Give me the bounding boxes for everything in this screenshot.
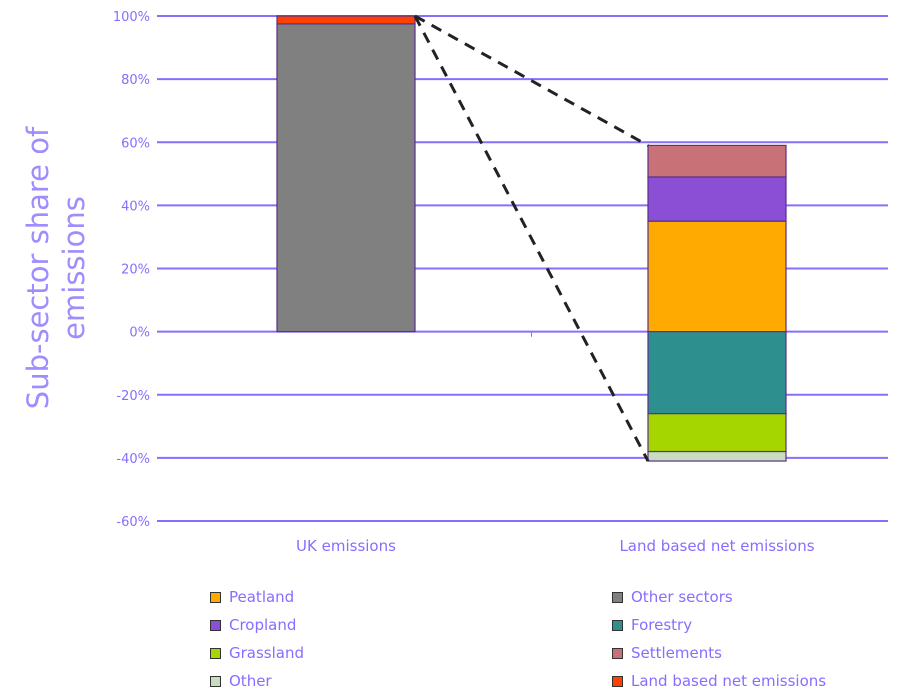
legend-swatch: [612, 619, 623, 631]
legend-item: Land based net emissions: [612, 670, 826, 692]
legend-label: Land based net emissions: [631, 672, 827, 690]
legend-label: Peatland: [229, 588, 295, 606]
legend-swatch: [612, 591, 623, 603]
legend-label: Other: [229, 672, 272, 690]
legend-label: Grassland: [229, 644, 304, 662]
connector-line-bottom: [413, 15, 650, 462]
legend-swatch: [210, 675, 221, 687]
legend: Peatland Other sectors Cropland Forestry Gra…: [0, 584, 897, 694]
legend-item: Settlements: [612, 642, 722, 664]
y-tick-label: 0%: [129, 326, 150, 341]
x-category-label: UK emissions: [296, 537, 396, 555]
y-tick-label: 100%: [113, 10, 150, 25]
connector-lines: [413, 14, 650, 462]
connector-line-top: [414, 14, 649, 147]
y-axis-title-line: Sub-sector share of: [21, 126, 55, 409]
legend-item: Peatland: [210, 586, 294, 608]
y-tick-label: -60%: [116, 515, 150, 530]
y-tick-label: -40%: [116, 452, 150, 467]
legend-item: Grassland: [210, 642, 304, 664]
legend-swatch: [210, 647, 221, 659]
bar-segment: [647, 331, 787, 415]
legend-label: Settlements: [631, 644, 722, 662]
y-tick-label: 40%: [121, 199, 150, 214]
legend-label: Other sectors: [631, 588, 733, 606]
bar-segment: [647, 176, 787, 222]
legend-item: Other: [210, 670, 272, 692]
y-tick-label: 80%: [121, 73, 150, 88]
y-axis-title: Sub-sector share ofemissions: [21, 126, 91, 409]
y-tick-labels: 100% 80% 60% 40% 20% 0% -20% -40% -60%: [113, 10, 150, 530]
bar-segment: [647, 144, 787, 178]
bar-segment: [276, 23, 416, 333]
bar-segment: [647, 413, 787, 453]
legend-item: Forestry: [612, 614, 692, 636]
y-tick-label: 60%: [121, 136, 150, 151]
legend-swatch: [210, 591, 221, 603]
legend-item: Cropland: [210, 614, 296, 636]
legend-label: Cropland: [229, 616, 297, 634]
y-tick-label: -20%: [116, 389, 150, 404]
category-labels: UK emissions Land based net emissions: [296, 537, 815, 555]
y-tick-label: 20%: [121, 263, 150, 278]
bar-segment: [647, 220, 787, 333]
y-axis-title-line: emissions: [57, 196, 91, 340]
legend-label: Forestry: [631, 616, 693, 634]
legend-item: Other sectors: [612, 586, 733, 608]
legend-swatch: [612, 647, 623, 659]
legend-swatch: [210, 619, 221, 631]
x-category-label: Land based net emissions: [619, 537, 814, 555]
bars: [276, 15, 787, 462]
legend-swatch: [612, 675, 623, 687]
bar-segment: [647, 450, 787, 462]
bar-segment: [276, 15, 416, 25]
